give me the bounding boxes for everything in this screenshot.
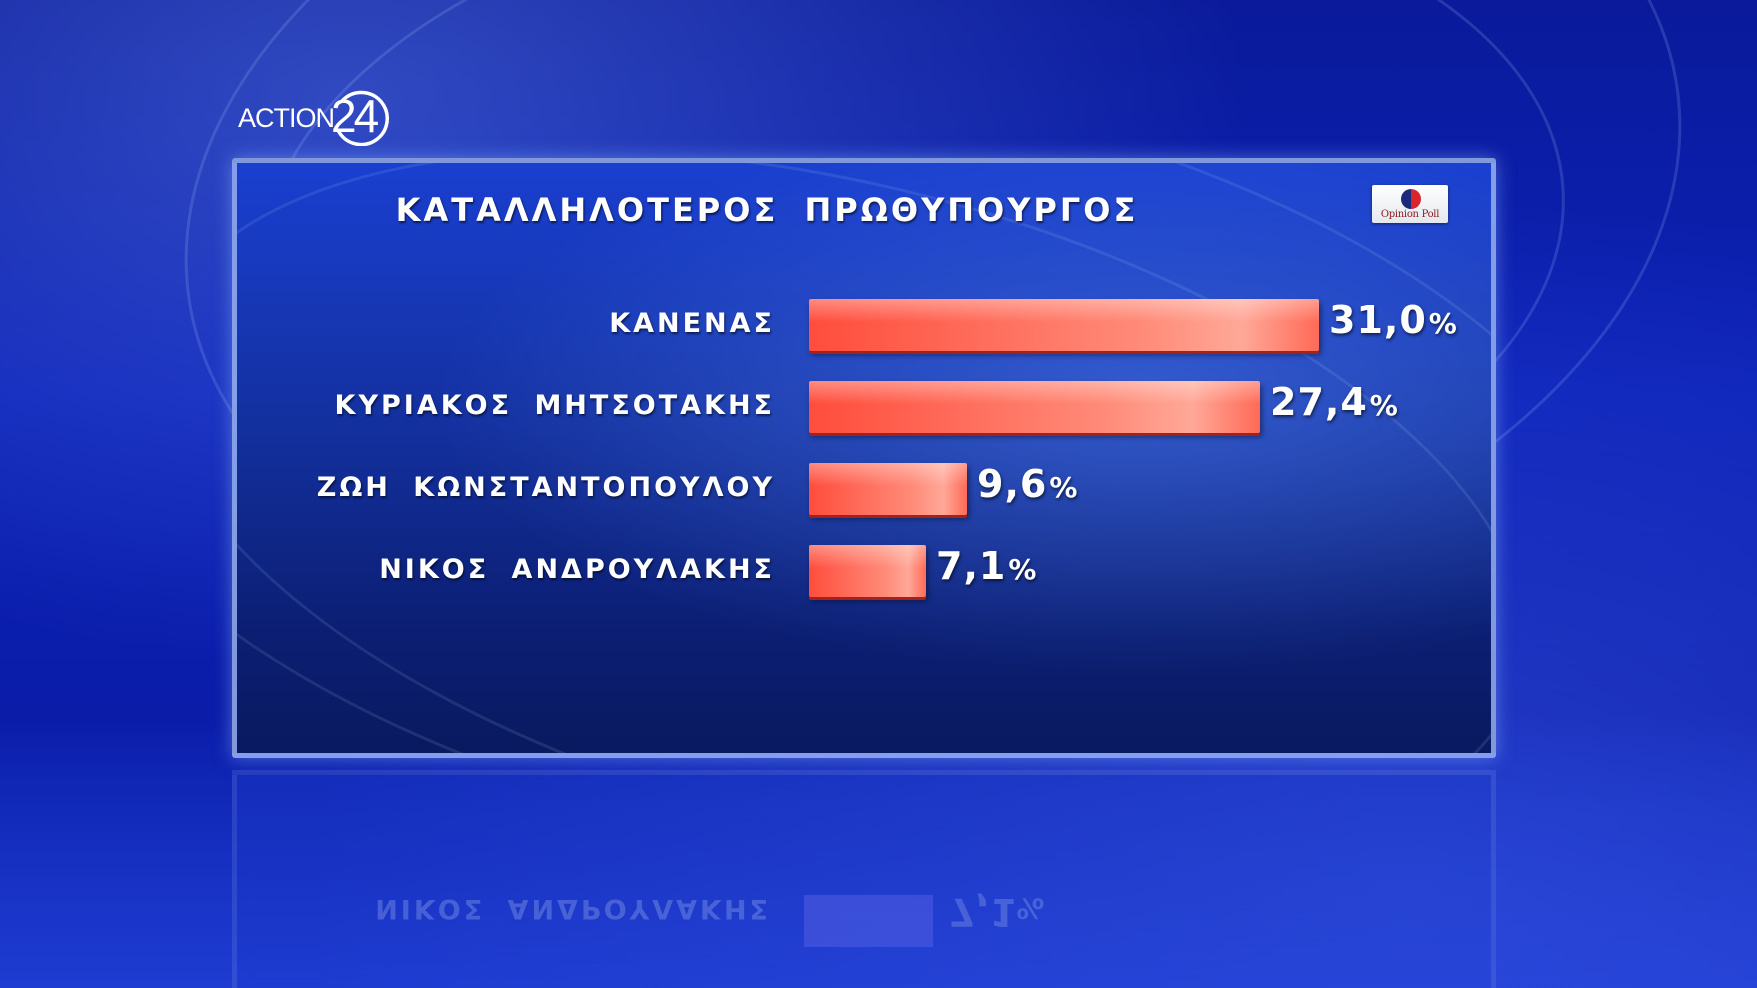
opinion-poll-dot-icon	[1401, 189, 1421, 209]
chart-title: ΚΑΤΑΛΛΗΛΟΤΕΡΟΣ ΠΡΩΘΥΠΟΥΡΓΟΣ	[395, 191, 1139, 229]
logo-ring-icon	[337, 90, 389, 146]
bar-label: ΚΥΡΙΑΚΟΣ ΜΗΤΣΟΤΑΚΗΣ	[334, 390, 775, 421]
reflection-value: 7,1%	[949, 890, 1045, 934]
bar-label: ΝΙΚΟΣ ΑΝΔΡΟΥΛΑΚΗΣ	[379, 554, 775, 585]
bar	[809, 545, 926, 597]
bar-value-label: 27,4%	[1270, 380, 1399, 424]
logo-number-text: 24	[331, 90, 379, 142]
channel-logo: ACTION 24	[238, 86, 398, 152]
bar	[809, 299, 1319, 351]
background-floor	[0, 722, 1757, 988]
reflection-bar	[804, 895, 933, 947]
bar	[809, 381, 1260, 433]
bar-label: ΖΩΗ ΚΩΝΣΤΑΝΤΟΠΟΥΛΟΥ	[316, 472, 775, 503]
reflection-label: ΝΙΚΟΣ ΑΝΔΡΟΥΛΑΚΗΣ	[375, 893, 771, 924]
logo-brand-text: ACTION	[238, 103, 335, 133]
poll-panel: ΚΑΤΑΛΛΗΛΟΤΕΡΟΣ ΠΡΩΘΥΠΟΥΡΓΟΣ Opinion Poll…	[232, 158, 1496, 758]
bar-value-label: 9,6%	[977, 462, 1079, 506]
bar-value-label: 7,1%	[936, 544, 1038, 588]
bar-value-label: 31,0%	[1329, 298, 1458, 342]
opinion-poll-logo: Opinion Poll	[1372, 185, 1448, 223]
opinion-poll-logo-text: Opinion Poll	[1380, 209, 1440, 220]
bar-label: ΚΑΝΕΝΑΣ	[609, 308, 775, 339]
bar	[809, 463, 967, 515]
bar-chart: ΚΑΝΕΝΑΣ 31,0% ΚΥΡΙΑΚΟΣ ΜΗΤΣΟΤΑΚΗΣ 27,4% ΖΩΗ …	[237, 163, 1491, 753]
panel-reflection: ΝΙΚΟΣ ΑΝΔΡΟΥΛΑΚΗΣ 7,1%	[232, 770, 1496, 988]
